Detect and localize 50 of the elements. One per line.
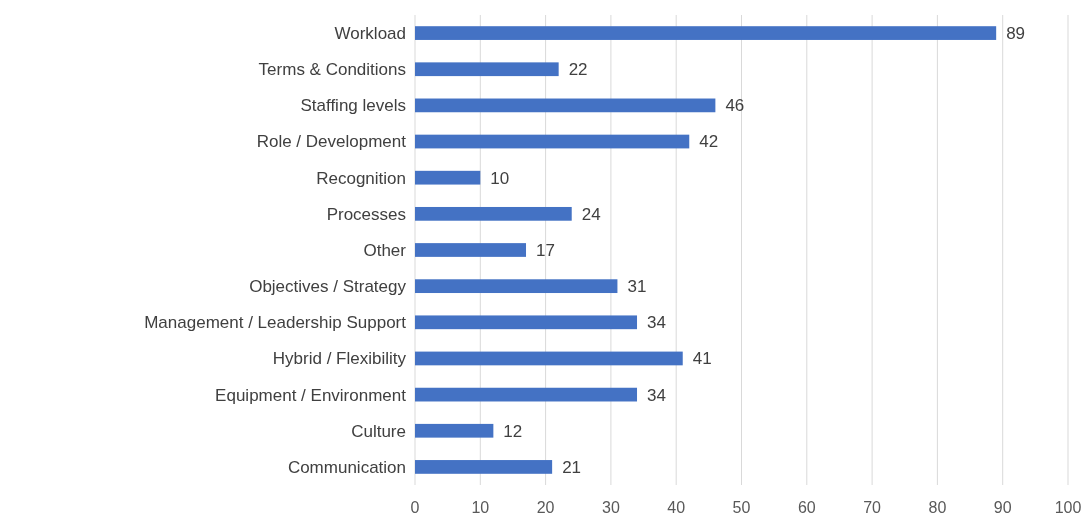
y-tick-label: Communication — [287, 457, 406, 477]
data-label: 24 — [581, 204, 601, 224]
y-tick-label: Recognition — [316, 168, 406, 188]
y-tick-label: Workload — [334, 24, 406, 44]
data-label: 10 — [490, 168, 510, 188]
bar — [415, 423, 494, 438]
data-label: 34 — [647, 385, 666, 405]
x-tick-label: 30 — [602, 499, 620, 516]
data-label: 41 — [692, 349, 712, 369]
data-label: 31 — [627, 277, 647, 297]
y-tick-label: Staffing levels — [300, 96, 406, 116]
x-tick-label: 60 — [797, 499, 816, 516]
x-tick-label: 100 — [1054, 499, 1082, 516]
bar — [415, 315, 638, 330]
x-tick-label: 10 — [471, 499, 490, 516]
y-tick-label: Objectives / Strategy — [249, 277, 407, 297]
bar — [415, 460, 553, 474]
y-tick-label: Equipment / Environment — [215, 385, 407, 405]
data-label: 89 — [1006, 24, 1026, 44]
data-label: 34 — [647, 313, 666, 333]
y-tick-label: Culture — [351, 421, 406, 441]
y-tick-label: Role / Development — [256, 132, 407, 152]
y-tick-label: Processes — [326, 204, 406, 224]
x-tick-label: 70 — [863, 499, 882, 516]
bar — [415, 98, 716, 113]
data-label: 42 — [699, 132, 719, 152]
x-tick-label: 40 — [667, 499, 686, 516]
y-tick-label: Management / Leadership Support — [144, 313, 407, 333]
x-tick-label: 50 — [732, 499, 751, 516]
bar — [415, 387, 638, 402]
bar — [415, 243, 527, 257]
x-tick-label: 90 — [993, 499, 1012, 516]
x-tick-label: 0 — [410, 499, 420, 516]
bar — [415, 351, 683, 366]
data-label: 17 — [536, 240, 555, 260]
bar — [415, 134, 690, 149]
y-tick-label: Hybrid / Flexibility — [272, 349, 407, 369]
bar — [415, 206, 572, 221]
x-tick-label: 80 — [928, 499, 947, 516]
bar — [415, 279, 618, 294]
data-label: 21 — [562, 457, 582, 477]
data-label: 46 — [725, 96, 745, 116]
x-tick-label: 20 — [536, 499, 555, 516]
data-label: 22 — [568, 60, 588, 80]
y-tick-label: Terms & Conditions — [258, 60, 406, 80]
data-label: 12 — [503, 421, 523, 441]
bar — [415, 170, 481, 185]
y-tick-label: Other — [363, 240, 407, 260]
bar — [415, 26, 997, 40]
bar — [415, 62, 559, 77]
